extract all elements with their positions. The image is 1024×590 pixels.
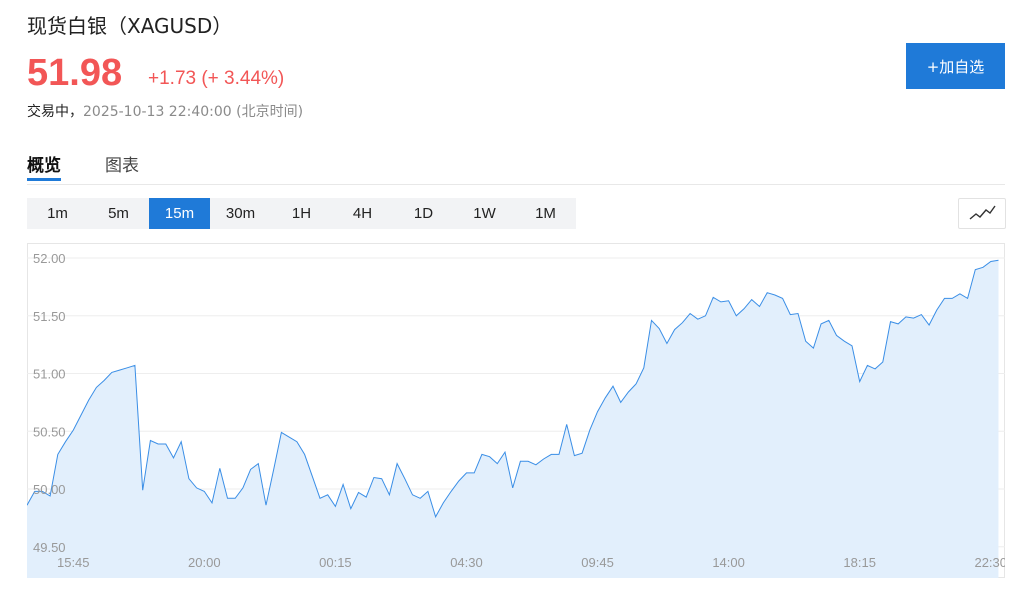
plot: 49.50 50.00 50.50 51.00 51.50 52.00 15:45 20:00… [27,251,1007,578]
y-tick-label: 50.50 [33,424,66,439]
interval-button[interactable]: 15m [149,198,210,229]
title: 现货白银（XAGUSD） [27,14,233,38]
tab[interactable]: 概览 [27,148,61,181]
x-tick-label: 14:00 [712,555,745,570]
y-tick-label: 52.00 [33,251,66,266]
y-tick-label: 50.00 [33,482,66,497]
price: 51.98 [27,52,123,94]
price-line [27,259,999,519]
x-tick-label: 20:00 [188,555,221,570]
tab[interactable]: 图表 [105,156,139,176]
watch-button[interactable]: +加自选 [906,43,1005,89]
interval-button[interactable]: 30m [225,205,256,222]
x-tick-label: 09:45 [581,555,614,570]
status: 交易中，2025-10-13 22:40:00 (北京时间) [27,101,303,121]
interval-button[interactable]: 1m [47,205,68,222]
area-fill [27,260,999,578]
change-pct: (+ 3.44%) [201,68,285,89]
interval-button[interactable]: 1D [413,205,434,222]
chart-type-icon [969,205,996,220]
icon-line [969,205,996,220]
x-tick-label: 18:15 [843,555,876,570]
y-tick-label: 51.50 [33,309,66,324]
interval-button[interactable]: 1M [535,205,556,222]
interval-button[interactable]: 1H [291,205,312,222]
interval-bar: 1m 5m 15m 30m 1H 4H 1D 1W 1M [27,198,576,229]
interval-button[interactable]: 4H [352,205,373,222]
timestamp: 2025-10-13 22:40:00 (北京时间) [83,104,304,120]
interval-button[interactable]: 1W [473,205,496,222]
y-tick-label: 49.50 [33,540,66,555]
x-tick-label: 15:45 [57,555,90,570]
interval-button[interactable]: 5m [108,205,129,222]
x-tick-label: 04:30 [450,555,483,570]
x-tick-label: 22:30 [974,555,1007,570]
tabs: 概览 图表 [27,148,1005,185]
chart-type-button[interactable] [958,198,1006,229]
status-text: 交易中， [27,104,83,120]
y-tick-label: 51.00 [33,367,66,382]
change-abs: +1.73 [148,68,197,89]
change: +1.73 (+ 3.44%) [148,68,284,90]
x-tick-label: 00:15 [319,555,352,570]
